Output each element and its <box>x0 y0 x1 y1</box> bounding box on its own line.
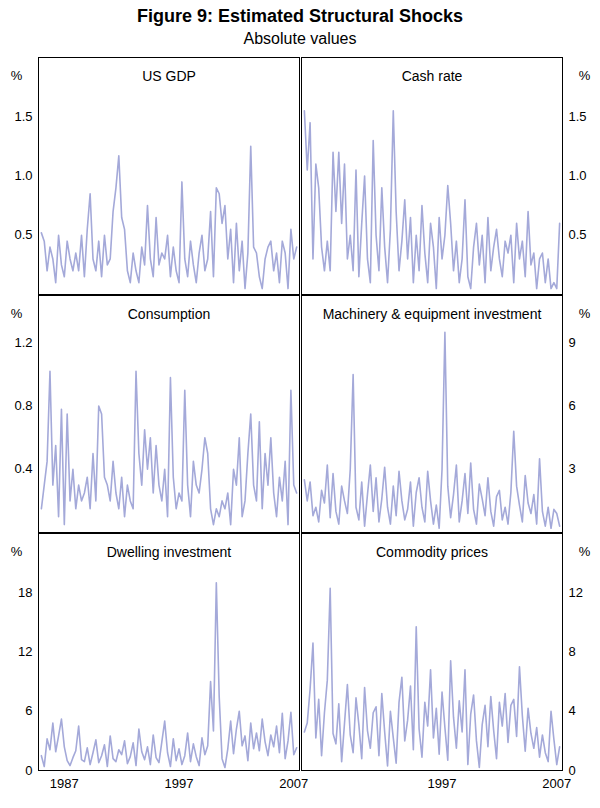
svg-text:1987: 1987 <box>50 776 79 791</box>
svg-text:1997: 1997 <box>165 776 194 791</box>
svg-text:%: % <box>579 544 591 559</box>
svg-text:0: 0 <box>568 762 576 778</box>
svg-text:6: 6 <box>569 398 576 413</box>
svg-text:1.5: 1.5 <box>569 109 587 124</box>
svg-text:2007: 2007 <box>279 776 308 791</box>
svg-text:%: % <box>11 306 23 321</box>
svg-text:%: % <box>11 544 23 559</box>
svg-text:%: % <box>579 306 591 321</box>
svg-text:0: 0 <box>25 763 32 778</box>
svg-text:0.5: 0.5 <box>14 227 32 242</box>
html-text:Figure 9: Estimated Structural: Figure 9: Estimated Structural Shocks <box>137 6 463 26</box>
svg-text:1.0: 1.0 <box>14 168 32 183</box>
svg-text:9: 9 <box>569 335 576 350</box>
svg-text:6: 6 <box>25 703 32 718</box>
html-text:Absolute values: Absolute values <box>243 30 357 47</box>
svg-text:%: % <box>579 68 591 83</box>
svg-text:Cash rate: Cash rate <box>402 68 463 84</box>
svg-text:0.5: 0.5 <box>569 227 587 242</box>
svg-text:Consumption: Consumption <box>128 306 211 322</box>
svg-text:8: 8 <box>569 644 576 659</box>
svg-text:1.0: 1.0 <box>569 168 587 183</box>
svg-text:1.2: 1.2 <box>14 335 32 350</box>
svg-text:1997: 1997 <box>428 776 457 791</box>
svg-text:0.8: 0.8 <box>14 398 32 413</box>
svg-text:Dwelling investment: Dwelling investment <box>107 544 232 560</box>
svg-text:US GDP: US GDP <box>142 68 196 84</box>
svg-text:12: 12 <box>569 585 583 600</box>
svg-text:2007: 2007 <box>542 776 571 791</box>
svg-text:1.5: 1.5 <box>14 109 32 124</box>
svg-text:18: 18 <box>18 585 32 600</box>
svg-text:4: 4 <box>569 703 576 718</box>
svg-text:Machinery & equipment investme: Machinery & equipment investment <box>323 306 542 322</box>
svg-text:%: % <box>11 68 23 83</box>
svg-text:Commodity prices: Commodity prices <box>376 544 488 560</box>
svg-text:0.4: 0.4 <box>14 461 32 476</box>
svg-text:3: 3 <box>569 461 576 476</box>
svg-text:12: 12 <box>18 644 32 659</box>
